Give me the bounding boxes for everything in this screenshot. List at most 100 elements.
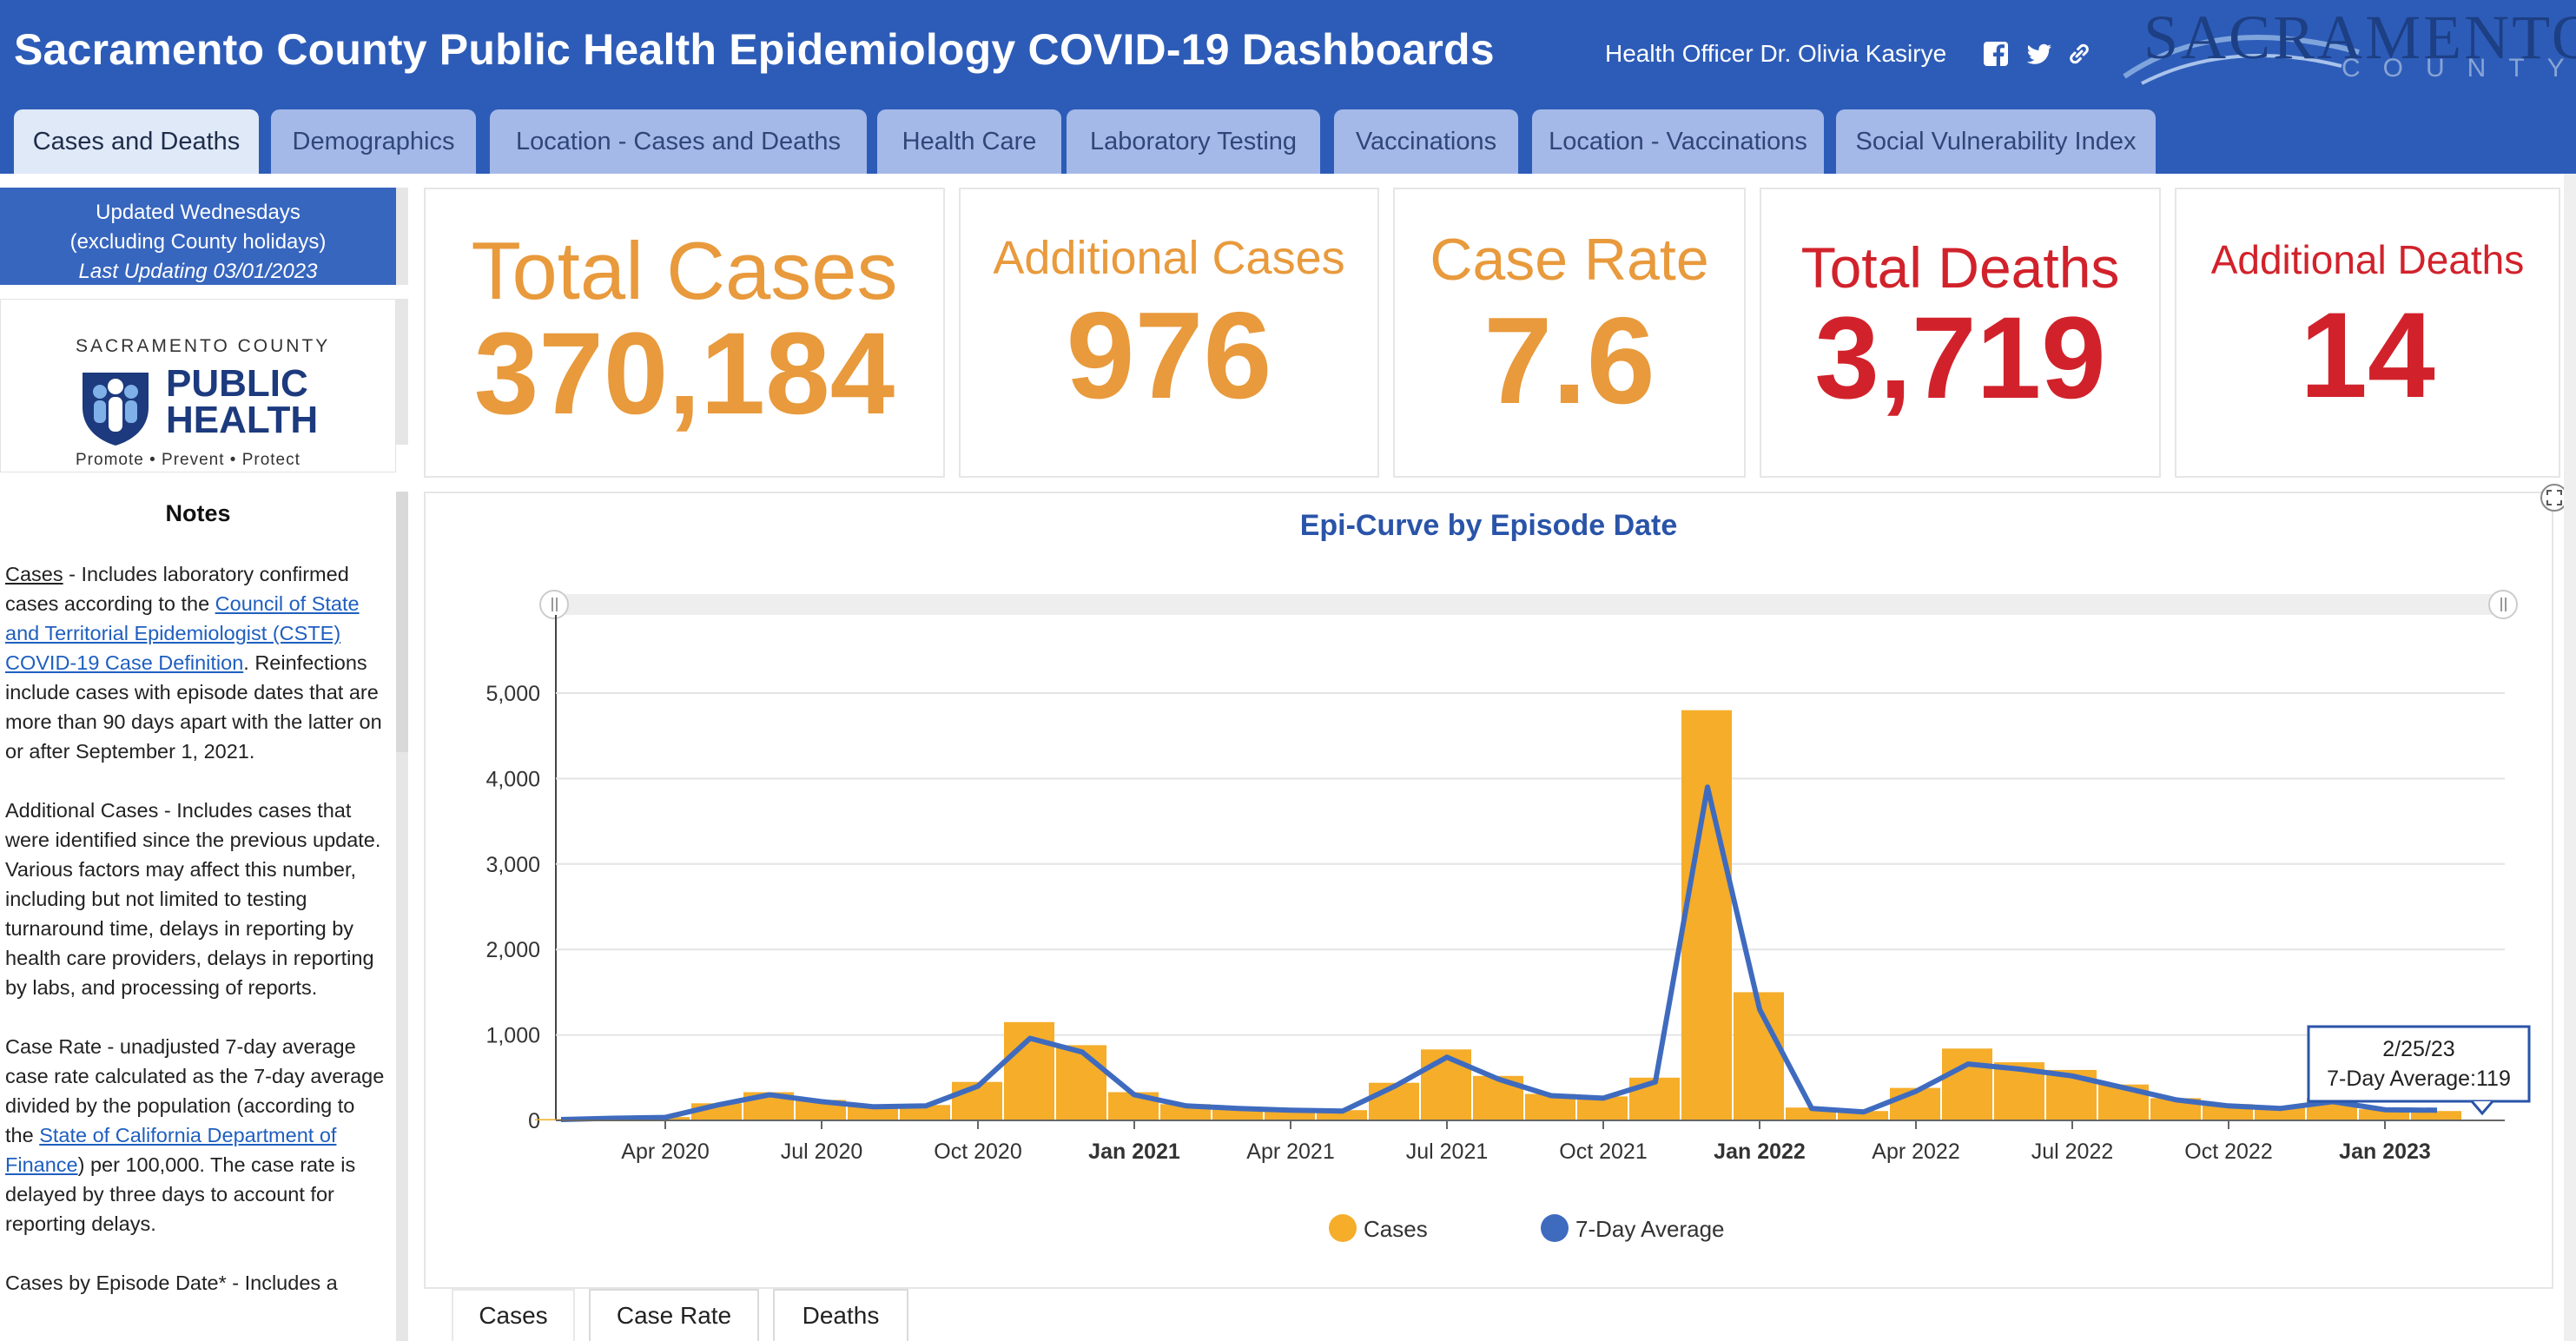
- legend-average-swatch: [1541, 1214, 1569, 1242]
- note-cases-text-2: . Reinfections include cases with episod…: [5, 651, 382, 763]
- kpi-additional-deaths-value: 14: [2300, 287, 2435, 423]
- sacramento-county-logo[interactable]: SACRAMENTO COUNTY: [2116, 0, 2576, 104]
- x-tick-label: Jul 2022: [2031, 1140, 2114, 1164]
- y-tick-label: 2,000: [485, 938, 540, 962]
- facebook-icon[interactable]: [1982, 40, 2010, 68]
- x-tick-label: Jul 2020: [781, 1140, 863, 1164]
- chart-tooltip: 2/25/23 7-Day Average:119: [2307, 1025, 2531, 1116]
- logo-subtitle: COUNTY: [2342, 54, 2576, 83]
- x-tick-label: Apr 2020: [621, 1140, 709, 1164]
- kpi-additional-deaths-label: Additional Deaths: [2210, 237, 2525, 282]
- bottom-tab-deaths[interactable]: Deaths: [773, 1289, 908, 1341]
- ph-line-health: HEALTH: [166, 399, 319, 441]
- cases-bar: [1838, 1111, 1888, 1120]
- page-scrollbar[interactable]: [2564, 174, 2576, 1341]
- tab-vaccinations[interactable]: Vaccinations: [1334, 109, 1518, 174]
- x-tick-label: Oct 2022: [2184, 1140, 2272, 1164]
- kpi-case-rate-label: Case Rate: [1430, 227, 1709, 293]
- y-tick-label: 3,000: [485, 853, 540, 877]
- cases-bar: [2255, 1107, 2305, 1120]
- x-tick-label: Jan 2021: [1088, 1140, 1180, 1164]
- range-slider-track[interactable]: [551, 594, 2496, 615]
- legend-average-label: 7-Day Average: [1575, 1216, 1725, 1242]
- y-tick-label: 5,000: [485, 682, 540, 706]
- tab-laboratory-testing[interactable]: Laboratory Testing: [1067, 109, 1320, 174]
- note-cases-term: Cases: [5, 563, 63, 585]
- x-tick-label: Jan 2023: [2339, 1140, 2431, 1164]
- epi-curve-panel: Epi-Curve by Episode Date 0 1,000 2,000 3,0…: [424, 492, 2553, 1289]
- chart-title: Epi-Curve by Episode Date: [1299, 509, 1678, 542]
- cases-bar: [1681, 710, 1732, 1120]
- y-tick-label: 1,000: [485, 1024, 540, 1048]
- update-scrollbar[interactable]: [396, 188, 408, 285]
- x-tick-label: Apr 2021: [1246, 1140, 1334, 1164]
- note-additional-cases: Additional Cases - Includes cases that w…: [5, 799, 381, 999]
- note-cases-text: - Includes laboratory confirmed cases ac…: [5, 563, 349, 615]
- tooltip-value: 7-Day Average:119: [2327, 1067, 2511, 1091]
- chart-legend: Cases 7-Day Average: [1329, 1214, 1725, 1242]
- cases-bar: [2411, 1111, 2461, 1120]
- x-tick-label: Jan 2022: [1714, 1140, 1806, 1164]
- update-line-3: Last Updating 03/01/2023: [78, 260, 318, 283]
- kpi-additional-deaths: Additional Deaths 14: [2175, 188, 2560, 478]
- update-line-2: (excluding County holidays): [69, 230, 327, 254]
- logo-swoosh-icon: [2123, 35, 2360, 85]
- link-icon[interactable]: [2065, 40, 2093, 68]
- health-officer-link[interactable]: Health Officer Dr. Olivia Kasirye: [1605, 40, 1947, 67]
- epi-curve-chart[interactable]: 0 1,000 2,000 3,000 4,000 5,000 Apr 2020 Jul 2…: [426, 493, 2552, 1287]
- y-gridlines: 0 1,000 2,000 3,000 4,000 5,000: [485, 682, 2505, 1133]
- range-slider-left-handle[interactable]: [539, 590, 569, 619]
- note-case-rate: Case Rate - unadjusted 7-day average cas…: [5, 1032, 387, 1239]
- tab-social-vulnerability-index[interactable]: Social Vulnerability Index: [1836, 109, 2156, 174]
- tab-location-vaccinations[interactable]: Location - Vaccinations: [1532, 109, 1824, 174]
- x-axis-ticks: Apr 2020 Jul 2020 Oct 2020 Jan 2021 Apr 2021…: [621, 1120, 2431, 1164]
- x-tick-label: Oct 2021: [1559, 1140, 1647, 1164]
- ph-county-text: SACRAMENTO COUNTY: [76, 336, 331, 356]
- legend-cases-label: Cases: [1364, 1216, 1428, 1242]
- legend-item-7-day-average[interactable]: 7-Day Average: [1541, 1214, 1725, 1242]
- logo-wordmark: SACRAMENTO: [2143, 3, 2576, 72]
- note-rate-text: Case Rate - unadjusted 7-day average cas…: [5, 1035, 385, 1146]
- bottom-tab-cases[interactable]: Cases: [452, 1289, 575, 1341]
- expand-chart-icon[interactable]: [2540, 483, 2569, 512]
- kpi-total-deaths: Total Deaths 3,719: [1760, 188, 2161, 478]
- notes-heading: Notes: [165, 500, 231, 526]
- notes-scrollbar-track[interactable]: [396, 752, 408, 1341]
- kpi-additional-cases-value: 976: [1066, 287, 1272, 425]
- notes-panel: Cases - Includes laboratory confirmed ca…: [5, 559, 387, 1327]
- seven-day-average-line[interactable]: [560, 784, 2438, 1122]
- update-notice: Updated Wednesdays (excluding County hol…: [0, 188, 396, 285]
- tooltip-date: 2/25/23: [2382, 1037, 2454, 1061]
- cases-bar: [1734, 992, 1784, 1120]
- range-slider-right-handle[interactable]: [2488, 590, 2518, 619]
- cases-bars[interactable]: [535, 710, 2461, 1120]
- update-line-1: Updated Wednesdays: [96, 201, 301, 224]
- twitter-icon[interactable]: [2025, 40, 2053, 68]
- dashboard-header: Sacramento County Public Health Epidemio…: [0, 0, 2576, 174]
- kpi-total-deaths-label: Total Deaths: [1800, 235, 2120, 300]
- y-tick-label: 4,000: [485, 767, 540, 791]
- kpi-case-rate: Case Rate 7.6: [1393, 188, 1746, 478]
- kpi-additional-cases: Additional Cases 976: [959, 188, 1379, 478]
- legend-cases-swatch: [1329, 1214, 1357, 1242]
- legend-item-cases[interactable]: Cases: [1329, 1214, 1428, 1242]
- cases-bar: [848, 1106, 898, 1120]
- logo-scrollbar[interactable]: [396, 299, 408, 445]
- tab-health-care[interactable]: Health Care: [877, 109, 1061, 174]
- tab-location-cases-deaths[interactable]: Location - Cases and Deaths: [490, 109, 867, 174]
- cste-definition-link[interactable]: Council of State and Territorial Epidemi…: [5, 592, 360, 674]
- notes-scrollbar-thumb[interactable]: [396, 492, 408, 752]
- kpi-total-cases-value: 370,184: [473, 309, 895, 439]
- kpi-total-cases: Total Cases 370,184: [424, 188, 945, 478]
- x-tick-label: Apr 2022: [1872, 1140, 1959, 1164]
- kpi-total-deaths-value: 3,719: [1814, 294, 2106, 423]
- dept-of-finance-link[interactable]: State of California Department of Financ…: [5, 1124, 337, 1176]
- cases-bar: [1942, 1048, 1992, 1120]
- bottom-tab-case-rate[interactable]: Case Rate: [589, 1289, 759, 1341]
- kpi-case-rate-value: 7.6: [1483, 292, 1655, 430]
- family-shield-icon: [83, 373, 149, 446]
- tab-demographics[interactable]: Demographics: [271, 109, 476, 174]
- y-tick-label: 0: [528, 1109, 540, 1133]
- tab-cases-and-deaths[interactable]: Cases and Deaths: [14, 109, 259, 174]
- kpi-additional-cases-label: Additional Cases: [993, 232, 1345, 284]
